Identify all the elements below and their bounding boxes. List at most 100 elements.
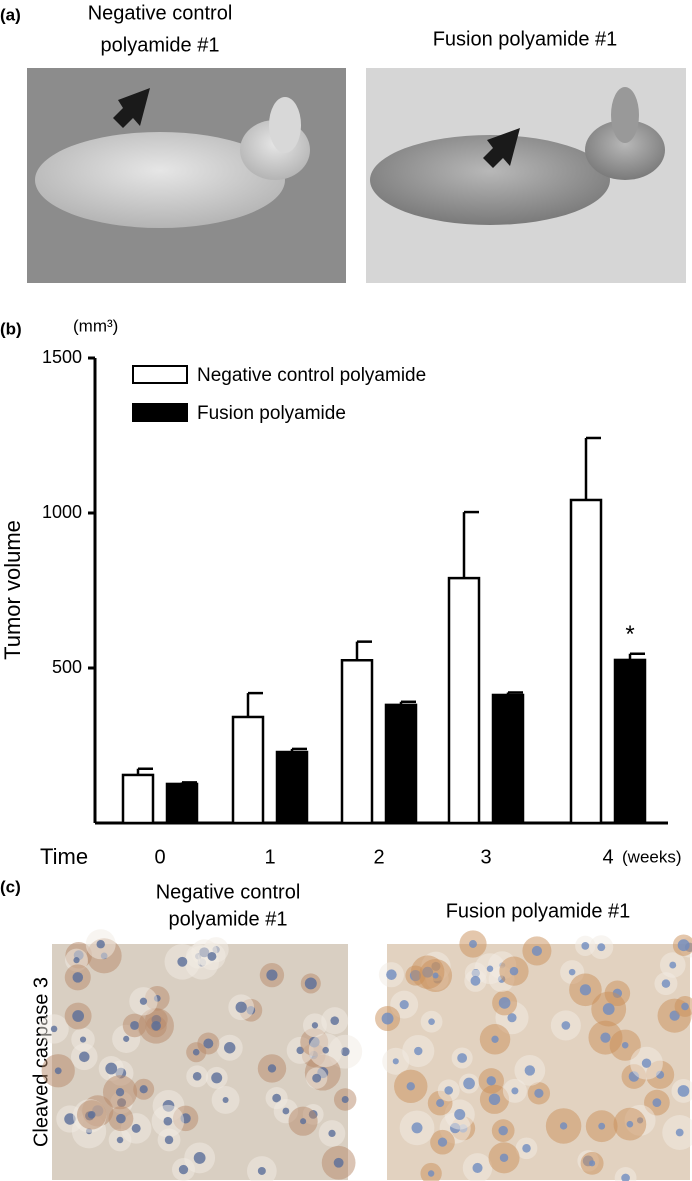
x-tick-label: 4 [602,846,613,868]
nucleus [54,1067,62,1075]
nucleus [73,957,80,964]
nucleus [164,1135,174,1145]
nucleus [207,951,217,961]
nucleus [328,1129,336,1138]
bar [340,659,374,825]
nucleus [581,941,590,950]
nucleus [437,1137,448,1147]
nucleus [222,1096,229,1103]
nucleus [79,1051,90,1063]
nucleus [399,1000,409,1010]
bar [165,782,199,825]
nucleus [115,1088,125,1097]
nucleus [669,961,677,969]
nucleus [488,1093,501,1106]
error-bar [462,510,479,579]
bar [569,498,603,825]
bar [491,693,525,825]
nucleus [131,1123,141,1133]
nucleus [311,1022,319,1029]
nucleus [79,1036,87,1043]
nucleus [491,1035,499,1043]
nucleus [392,1058,399,1065]
nucleus [568,968,576,976]
photo [27,68,346,283]
nucleus [486,965,494,972]
x-tick-label: 1 [264,846,275,868]
nucleus [406,1082,415,1091]
legend-swatch [132,403,188,422]
nucleus [151,1021,161,1031]
nucleus [96,940,105,949]
nucleus [428,1018,435,1025]
nucleus [621,1173,630,1181]
nucleus [524,1065,536,1076]
legend-label: Negative control polyamide [197,365,426,386]
nucleus [139,1085,148,1094]
nucleus [498,997,511,1009]
nucleus [626,1120,634,1128]
caption: Fusion polyamide #1 [446,900,631,922]
bar [447,576,481,825]
nucleus [641,1058,652,1068]
nucleus [579,984,592,996]
y-tick-label: 1000 [42,502,82,522]
nucleus [304,977,317,990]
error-bar [355,640,372,661]
bar [275,750,309,825]
nucleus [559,1122,568,1130]
nucleus [411,1122,423,1134]
panel-label: (c) [0,877,21,896]
nucleus [386,969,397,980]
nucleus [381,1012,394,1025]
nucleus [64,1113,76,1125]
nucleus [534,1088,544,1098]
nucleus [177,956,188,967]
nucleus [436,1099,445,1108]
nucleus [621,1041,629,1049]
nucleus [330,1016,340,1026]
nucleus [486,1076,496,1086]
caption: Negative control [156,881,301,903]
nucleus [130,1020,140,1030]
x-tick-label: 2 [373,846,384,868]
y-unit: (mm³) [73,316,118,335]
photo [39,929,363,1181]
x-unit: (weeks) [622,847,682,866]
nucleus [300,1118,307,1125]
nucleus [340,1047,350,1057]
nucleus [499,1153,509,1163]
x-tick-label: 3 [480,846,491,868]
nucleus [677,1085,690,1097]
nucleus [454,1108,466,1121]
nucleus [272,1093,281,1103]
annotation: * [625,621,634,648]
nucleus [193,1152,206,1164]
caption: Negative control [88,2,233,24]
nucleus [223,1042,236,1054]
nucleus [87,1111,96,1119]
caption: Fusion polyamide #1 [433,28,618,50]
nucleus [105,1062,118,1075]
nucleus [444,1086,454,1095]
nucleus [597,943,606,952]
nucleus [139,997,148,1005]
nucleus [652,1098,662,1107]
nucleus [266,969,278,981]
nucleus [511,1087,519,1095]
nucleus [600,1032,611,1043]
nucleus [163,1116,173,1126]
nucleus [192,1072,202,1081]
bar [121,773,155,825]
nucleus [72,972,84,983]
nucleus [470,975,481,986]
nucleus [123,1035,130,1042]
nucleus [463,1077,475,1090]
y-tick-label: 1500 [42,347,82,367]
error-bar [584,436,601,500]
nucleus [432,972,439,979]
nucleus [589,1160,596,1167]
nucleus [661,979,671,988]
